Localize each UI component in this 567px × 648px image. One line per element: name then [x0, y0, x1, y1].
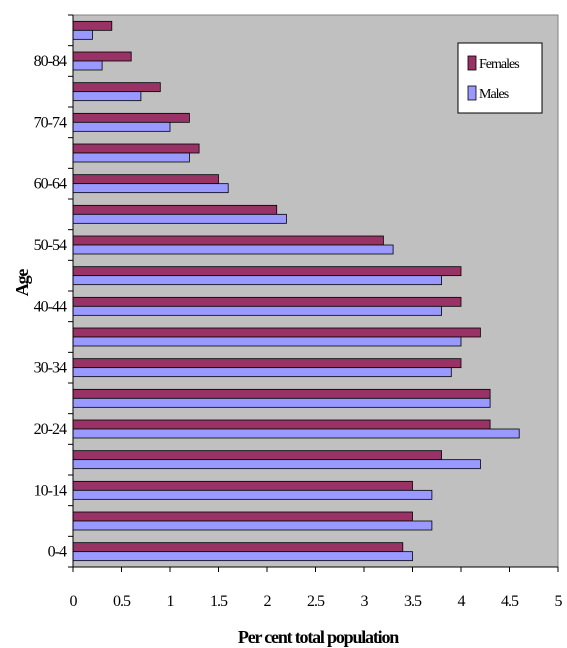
bar-males-45-49	[72, 275, 443, 286]
y-tick-label: 40-44	[34, 298, 67, 315]
bar-females-45-49	[72, 266, 462, 277]
bar-males-50-54	[72, 244, 394, 255]
legend-label-females: Females	[479, 57, 519, 72]
x-axis-title: Per cent total population	[238, 627, 399, 647]
y-axis: 0-4 10-14 20-24 30-34 40-44 50-54 60-64 70-74 80…	[34, 14, 74, 568]
x-tick-label: 4	[458, 593, 466, 610]
x-tick-label: 3.5	[404, 593, 422, 610]
bar-males-35-39	[72, 336, 462, 347]
bar-females-65-69	[72, 143, 200, 154]
y-tick-label: 70-74	[34, 114, 67, 131]
y-tick-label: 80-84	[34, 53, 67, 70]
y-tick-label: 20-24	[34, 421, 67, 438]
x-tick-label: 5	[555, 593, 563, 610]
bar-females-30-34	[72, 358, 462, 369]
bar-males-40-44	[72, 305, 443, 316]
x-axis: 0 0.5 1 1.5 2 2.5 3 3.5 4 4.5 5	[70, 566, 564, 610]
bar-females-40-44	[72, 296, 462, 307]
x-tick-label: 1	[167, 593, 175, 610]
x-tick-label: 0	[70, 593, 78, 610]
bar-females-85+	[72, 20, 113, 31]
bar-females-15-19	[72, 450, 443, 461]
legend-swatch-females	[467, 55, 477, 71]
bar-males-65-69	[72, 152, 190, 163]
bar-females-0-4	[72, 542, 404, 553]
bar-females-55-59	[72, 204, 278, 215]
x-tick-label: 3	[361, 593, 369, 610]
x-tick-label: 4.5	[501, 593, 519, 610]
x-tick-label: 1.5	[210, 593, 228, 610]
bar-males-25-29	[72, 397, 491, 408]
bar-males-55-59	[72, 213, 287, 224]
x-tick-label: 0.5	[113, 593, 131, 610]
x-tick-label: 2	[264, 593, 272, 610]
bar-females-80-84	[72, 51, 132, 62]
bar-females-75-79	[72, 82, 161, 93]
bar-females-60-64	[72, 174, 219, 185]
bar-males-20-24	[72, 428, 520, 439]
x-tick-label: 2.5	[307, 593, 325, 610]
bar-females-35-39	[72, 327, 481, 338]
y-axis-title: Age	[12, 269, 32, 297]
y-tick-label: 10-14	[34, 482, 67, 499]
bar-females-10-14	[72, 480, 413, 491]
y-tick-label: 50-54	[34, 237, 67, 254]
bar-females-70-74	[72, 112, 190, 123]
bar-males-0-4	[72, 551, 413, 562]
bar-females-50-54	[72, 235, 384, 246]
legend: Females Males	[457, 42, 543, 114]
bar-females-5-9	[72, 511, 413, 522]
legend-swatch-males	[467, 85, 477, 101]
bar-males-85+	[72, 29, 93, 40]
bar-males-75-79	[72, 91, 142, 102]
bar-females-20-24	[72, 419, 491, 430]
bar-males-10-14	[72, 489, 433, 500]
legend-label-males: Males	[479, 87, 509, 102]
y-tick-label: 30-34	[34, 360, 67, 377]
bar-males-30-34	[72, 367, 452, 378]
legend-box	[457, 42, 543, 114]
bar-males-80-84	[72, 60, 103, 71]
bar-males-15-19	[72, 459, 481, 470]
bar-males-60-64	[72, 183, 229, 194]
bars-group	[72, 20, 520, 562]
y-tick-label: 60-64	[34, 176, 67, 193]
bar-males-70-74	[72, 121, 171, 132]
bar-males-5-9	[72, 520, 433, 531]
bar-females-25-29	[72, 388, 491, 399]
y-tick-label: 0-4	[48, 544, 67, 561]
